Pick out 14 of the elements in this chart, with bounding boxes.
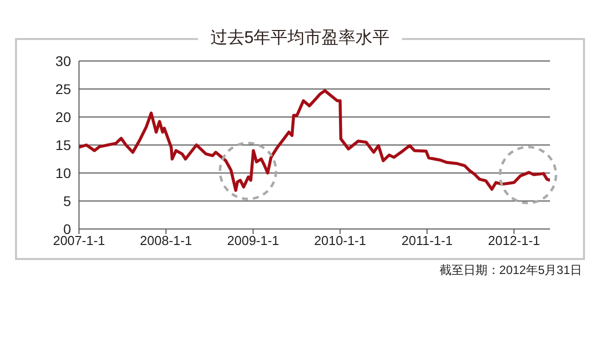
x-tick-label: 2010-1-1 xyxy=(314,233,366,248)
y-tick-label: 25 xyxy=(55,80,72,97)
x-tick-label: 2009-1-1 xyxy=(227,233,280,248)
x-tick-label: 2008-1-1 xyxy=(140,233,192,248)
line-series xyxy=(79,89,550,192)
x-tick-label: 2011-1-1 xyxy=(402,233,453,248)
chart-title: 过去5年平均市盈率水平 xyxy=(198,28,402,47)
text: 截至日期：2012年5月31日 xyxy=(439,262,582,279)
y-tick-label: 20 xyxy=(55,108,72,125)
y-tick-label: 15 xyxy=(55,136,72,153)
y-tick-label: 10 xyxy=(55,164,72,181)
x-tick-label: 2012-1-1 xyxy=(488,233,540,248)
y-tick-label: 5 xyxy=(63,192,72,209)
y-tick-label: 30 xyxy=(55,52,72,69)
